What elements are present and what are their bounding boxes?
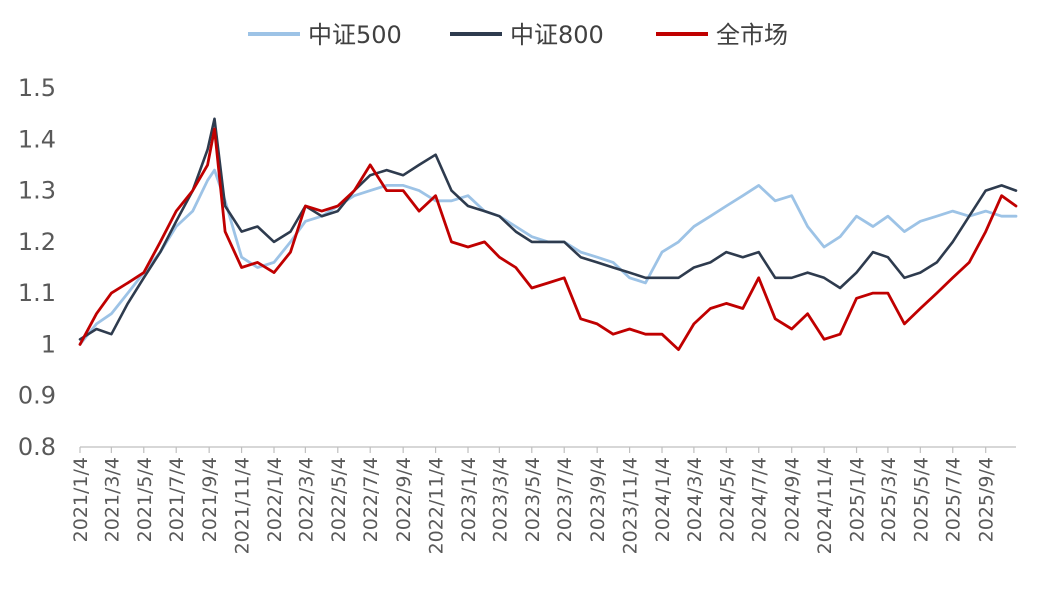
- y-tick-label: 1.1: [18, 279, 56, 307]
- y-tick-label: 1: [41, 330, 56, 358]
- x-tick-label: 2023/11/4: [620, 457, 642, 554]
- x-tick-label: 2023/7/4: [554, 457, 576, 542]
- y-tick-label: 0.8: [18, 433, 56, 461]
- x-tick-label: 2021/11/4: [232, 457, 254, 554]
- y-tick-label: 1.3: [18, 177, 56, 205]
- y-axis: 0.8 0.9 1 1.1 1.2 1.3 1.4 1.5: [18, 74, 56, 461]
- x-tick-label: 2021/9/4: [199, 457, 221, 542]
- x-tick-label: 2023/9/4: [587, 457, 609, 542]
- legend-label: 中证800: [510, 21, 604, 49]
- x-axis: 2021/1/4 2021/3/4 2021/5/4 2021/7/4 2021/9/4…: [70, 446, 1016, 554]
- plot-area: [78, 117, 1018, 352]
- x-tick-label: 2024/9/4: [782, 457, 804, 542]
- x-tick-label: 2022/9/4: [393, 457, 415, 542]
- y-tick-label: 1.5: [18, 74, 56, 102]
- x-tick-label: 2022/1/4: [264, 457, 286, 542]
- x-tick-label: 2021/7/4: [166, 457, 188, 542]
- x-tick-label: 2022/11/4: [426, 457, 448, 554]
- x-tick-label: 2024/1/4: [652, 457, 674, 542]
- x-tick-label: 2024/5/4: [716, 457, 738, 542]
- x-tick-label: 2025/1/4: [847, 457, 869, 542]
- x-tick-label: 2022/5/4: [328, 457, 350, 542]
- y-tick-label: 1.4: [18, 125, 56, 153]
- x-tick-label: 2021/5/4: [134, 457, 156, 542]
- legend-label: 全市场: [716, 21, 788, 49]
- legend-label: 中证500: [308, 21, 402, 49]
- series-line-3: [78, 127, 1018, 352]
- x-tick-label: 2025/3/4: [878, 457, 900, 542]
- x-tick-label: 2023/5/4: [522, 457, 544, 542]
- x-tick-label: 2024/11/4: [814, 457, 836, 554]
- x-tick-label: 2025/5/4: [910, 457, 932, 542]
- x-tick-label: 2022/7/4: [360, 457, 382, 542]
- x-tick-label: 2022/3/4: [295, 457, 317, 542]
- y-tick-label: 1.2: [18, 228, 56, 256]
- x-tick-label: 2025/7/4: [943, 457, 965, 542]
- legend: 中证500 中证800 全市场: [248, 21, 788, 49]
- x-tick-label: 2021/3/4: [101, 457, 123, 542]
- y-tick-label: 0.9: [18, 382, 56, 410]
- x-tick-label: 2021/1/4: [70, 457, 92, 542]
- x-tick-label: 2023/1/4: [458, 457, 480, 542]
- x-tick-label: 2025/9/4: [976, 457, 998, 542]
- x-tick-label: 2023/3/4: [489, 457, 511, 542]
- x-tick-label: 2024/7/4: [749, 457, 771, 542]
- x-tick-label: 2024/3/4: [684, 457, 706, 542]
- series-line-2: [78, 117, 1018, 341]
